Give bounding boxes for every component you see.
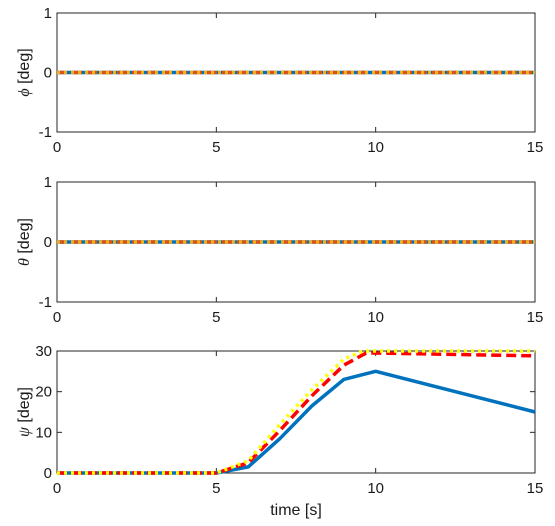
x-tick-label: 0: [53, 480, 61, 497]
y-axis-symbol: ψ: [16, 426, 33, 437]
y-tick-label: -1: [39, 124, 52, 141]
x-tick-label: 5: [212, 139, 220, 156]
y-axis-symbol: θ: [16, 258, 33, 266]
y-tick-label: 30: [35, 343, 52, 360]
y-tick-label: 1: [44, 5, 52, 22]
y-axis-unit: [deg]: [16, 387, 33, 423]
subplot-3: 0 5 10 15 30 20 10 0 ψ [deg] time [s]: [16, 343, 543, 519]
x-tick-label: 0: [53, 139, 61, 156]
y-axis-label: ψ [deg]: [16, 387, 33, 437]
y-axis-unit: [deg]: [16, 48, 33, 84]
x-tick-label: 15: [527, 139, 544, 156]
x-tick-label: 15: [527, 480, 544, 497]
series-line-1: [57, 369, 536, 475]
y-tick-label: 1: [44, 174, 52, 191]
x-tick-label: 15: [527, 309, 544, 326]
x-tick-label: 10: [367, 309, 384, 326]
y-tick-label: 0: [44, 234, 52, 251]
x-tick-label: 10: [367, 480, 384, 497]
x-tick-label: 5: [212, 480, 220, 497]
y-tick-label: 20: [35, 384, 52, 401]
y-axis-label: ϕ [deg]: [16, 48, 33, 96]
y-axis-label: θ [deg]: [16, 218, 33, 266]
x-tick-label: 0: [53, 309, 61, 326]
series-line-3: [57, 349, 535, 475]
y-tick-label: 0: [44, 465, 52, 482]
x-tick-label: 5: [212, 309, 220, 326]
y-axis-symbol: ϕ: [16, 88, 33, 96]
y-tick-label: 0: [44, 65, 52, 82]
y-axis-unit: [deg]: [16, 218, 33, 254]
y-tick-label: -1: [39, 294, 52, 311]
x-tick-label: 10: [367, 139, 384, 156]
y-tick-label: 10: [35, 424, 52, 441]
x-axis-label: time [s]: [270, 502, 322, 519]
